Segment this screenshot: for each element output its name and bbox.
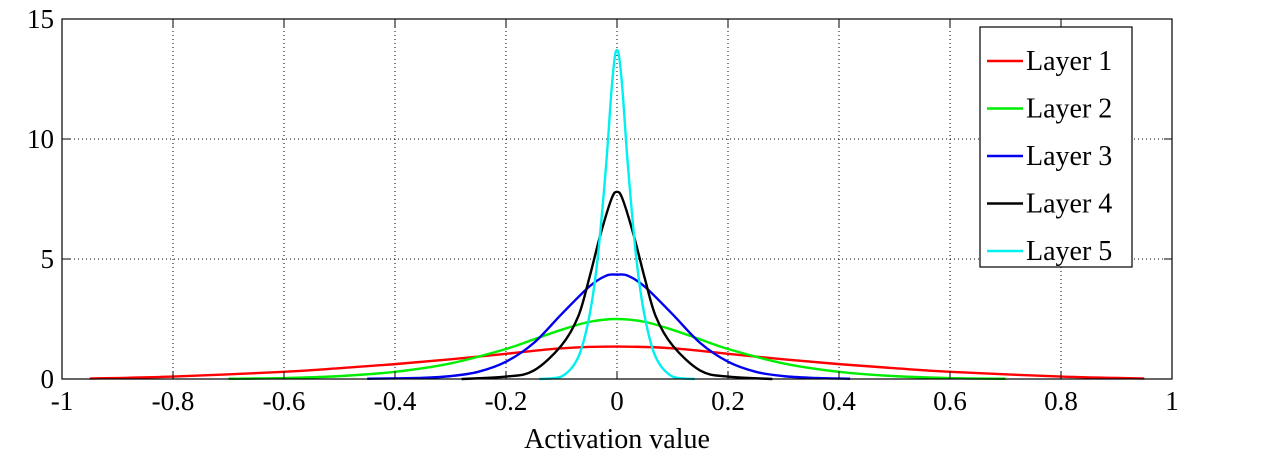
x-tick-labels: -1 -0.8 -0.6 -0.4 -0.2 0 0.2 0.4 0.6 0.8 1 bbox=[51, 386, 1179, 416]
x-tick-label: -1 bbox=[51, 386, 74, 416]
legend-item-label: Layer 2 bbox=[1026, 94, 1112, 125]
legend-item-label: Layer 5 bbox=[1026, 236, 1112, 267]
series-line-layer-1 bbox=[89, 345, 1145, 380]
y-tick-label: 0 bbox=[41, 364, 55, 394]
x-tick-label: 0 bbox=[610, 386, 624, 416]
series-line-layer-4 bbox=[461, 190, 773, 381]
legend-item-label: Layer 1 bbox=[1026, 46, 1112, 77]
x-axis-label: Activation value bbox=[524, 424, 710, 455]
y-tick-label: 15 bbox=[27, 4, 54, 34]
x-tick-label: 0.6 bbox=[933, 386, 967, 416]
axis-ticks bbox=[61, 18, 1173, 380]
x-tick-label: -0.6 bbox=[263, 386, 306, 416]
x-tick-label: 1 bbox=[1165, 386, 1179, 416]
series-line-layer-3 bbox=[367, 273, 851, 380]
y-tick-label: 5 bbox=[41, 244, 55, 274]
series-line-layer-5 bbox=[539, 49, 695, 381]
x-tick-label: 0.2 bbox=[711, 386, 745, 416]
legend-item-label: Layer 3 bbox=[1026, 141, 1112, 172]
legend-item-label: Layer 4 bbox=[1026, 189, 1112, 220]
x-tick-label: 0.8 bbox=[1044, 386, 1078, 416]
y-tick-labels: 0 5 10 15 bbox=[27, 4, 54, 394]
x-tick-label: -0.2 bbox=[485, 386, 528, 416]
legend-box bbox=[979, 26, 1133, 268]
x-tick-label: -0.8 bbox=[152, 386, 195, 416]
x-tick-label: 0.4 bbox=[822, 386, 856, 416]
legend: Layer 1 Layer 2 Layer 3 Layer 4 Layer 5 bbox=[979, 26, 1133, 268]
x-tick-label: -0.4 bbox=[374, 386, 417, 416]
y-tick-label: 10 bbox=[27, 124, 54, 154]
